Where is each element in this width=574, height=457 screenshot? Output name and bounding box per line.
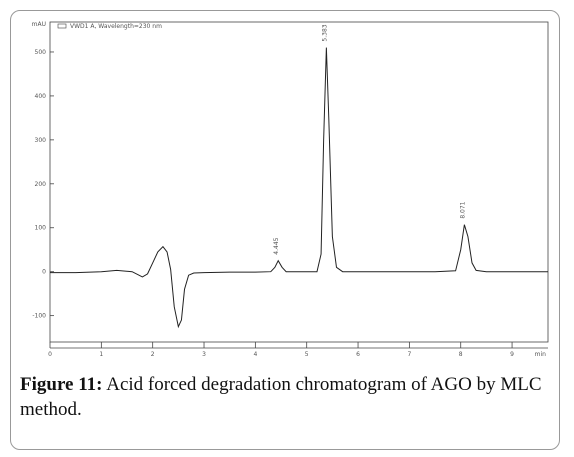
x-tick-label: 9 <box>510 351 514 358</box>
y-tick-label: 200 <box>35 181 47 188</box>
x-tick-label: 5 <box>305 351 309 358</box>
y-tick-label: 400 <box>35 93 47 100</box>
legend-swatch <box>57 23 67 29</box>
x-tick-label: 6 <box>356 351 360 358</box>
plot-frame <box>49 21 549 343</box>
peak-label: 4.445 <box>273 237 280 254</box>
y-tick-label: 300 <box>35 137 47 144</box>
y-tick-label: -100 <box>32 313 46 320</box>
caption: Figure 11: Acid forced degradation chrom… <box>20 372 560 422</box>
caption-text: Acid forced degradation chromatogram of … <box>20 374 542 420</box>
series-line <box>50 47 548 329</box>
x-axis-label: min <box>535 351 547 358</box>
x-tick-label: 1 <box>99 351 103 358</box>
chart: -100 0 100 200 300 400 500 0 1 2 3 4 5 6 7 8 9 mAU min VWD1… <box>32 21 549 358</box>
peak-label: 8.071 <box>459 201 466 218</box>
y-tick-label: 100 <box>35 225 47 232</box>
legend-label: VWD1 A, Wavelength=230 nm <box>70 23 162 30</box>
caption-label: Figure 11: <box>20 374 103 395</box>
x-tick-label: 0 <box>48 351 52 358</box>
peak-label: 5.383 <box>321 24 328 41</box>
x-tick-label: 3 <box>202 351 206 358</box>
y-tick-label: 0 <box>42 269 46 276</box>
y-axis-label: mAU <box>32 21 46 28</box>
x-tick-label: 7 <box>407 351 411 358</box>
x-tick-label: 2 <box>151 351 155 358</box>
figure-frame <box>10 10 560 450</box>
y-tick-label: 500 <box>35 49 47 56</box>
x-tick-label: 8 <box>459 351 463 358</box>
x-tick-label: 4 <box>253 351 257 358</box>
